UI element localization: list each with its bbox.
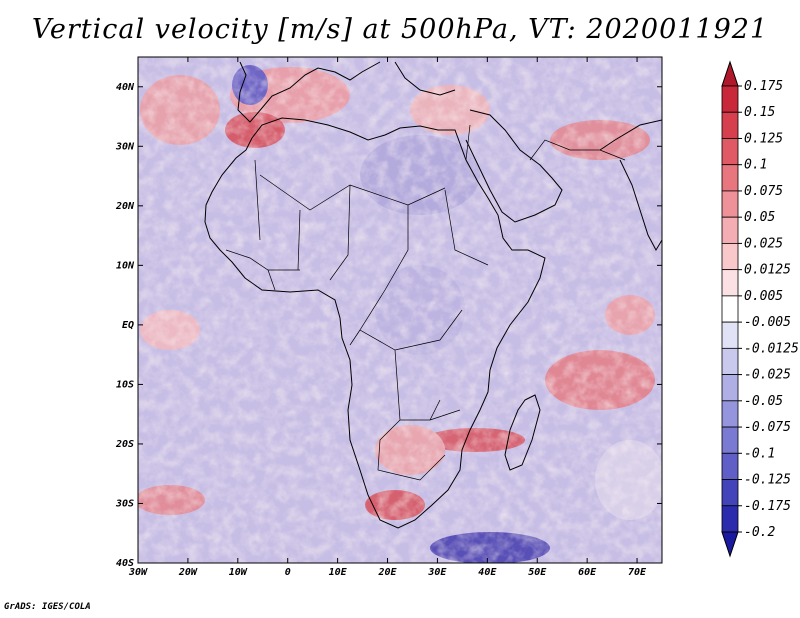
map-frame <box>137 56 663 564</box>
colorbar-swatch <box>721 426 739 454</box>
colorbar-label: 0.1 <box>744 158 767 173</box>
colorbar-label: 0.175 <box>744 79 783 94</box>
africa-coastline <box>204 117 546 529</box>
colorbar-label: -0.05 <box>744 394 783 409</box>
colorbar-label: -0.1 <box>744 446 775 461</box>
lat-label: 10N <box>116 260 135 271</box>
colorbar-label: -0.025 <box>744 368 791 383</box>
velocity-field <box>138 57 662 563</box>
lon-label: 50E <box>528 567 547 578</box>
colorbar: 0.175 0.15 0.125 0.1 0.075 0.05 0.025 0.0125 0.0… <box>721 60 799 558</box>
colorbar-label: 0.05 <box>744 210 775 225</box>
colorbar-swatch <box>721 85 739 113</box>
europe-coastline <box>237 61 456 123</box>
colorbar-swatch <box>721 216 739 244</box>
longitude-axis: 30W 20W 10W 0 10E 20E 30E 40E 50E 60E 70E <box>128 57 647 578</box>
lat-label: 10S <box>116 379 134 390</box>
madagascar <box>504 394 541 471</box>
india-coastline <box>599 119 662 252</box>
colorbar-swatch <box>721 400 739 428</box>
lon-label: 10W <box>229 567 248 578</box>
colorbar-label: 0.025 <box>744 236 783 251</box>
colorbar-label: -0.005 <box>744 315 791 330</box>
lon-label: 60E <box>578 567 597 578</box>
colorbar-swatch <box>721 347 739 375</box>
colorbar-swatch <box>721 295 739 323</box>
lon-label: 20E <box>377 567 397 578</box>
field-tint <box>138 57 662 563</box>
lon-label: 70E <box>628 567 647 578</box>
lon-label: 0 <box>285 567 291 578</box>
colorbar-label: -0.2 <box>744 525 775 540</box>
colorbar-swatch <box>721 190 739 218</box>
colorbar-swatch <box>721 138 739 166</box>
field-texture <box>138 57 662 563</box>
colorbar-swatch <box>721 111 739 139</box>
lat-label: 30N <box>115 141 135 152</box>
country-borders <box>225 124 626 481</box>
colorbar-label: -0.175 <box>744 499 791 514</box>
lat-label: EQ <box>122 320 134 331</box>
lat-label: 30S <box>115 498 134 509</box>
lat-label: 20S <box>115 439 134 450</box>
colorbar-min-arrow <box>721 531 739 558</box>
colorbar-swatch <box>721 164 739 192</box>
lon-label: 30E <box>427 567 447 578</box>
lon-label: 40E <box>478 567 497 578</box>
colorbar-swatch <box>721 243 739 271</box>
colorbar-label: 0.0125 <box>744 263 791 278</box>
lat-label: 40N <box>116 82 135 93</box>
colorbar-swatch <box>721 479 739 507</box>
colorbar-label: 0.075 <box>744 184 783 199</box>
colorbar-label: -0.0125 <box>744 341 799 356</box>
lat-label: 20N <box>115 201 135 212</box>
colorbar-label: 0.005 <box>744 289 783 304</box>
latitude-axis: 40N 30N 20N 10N EQ 10S 20S 30S 40S <box>115 82 662 569</box>
colorbar-label: 0.125 <box>744 131 783 146</box>
lon-label: 30W <box>128 567 148 578</box>
arabia-coastline <box>465 109 563 223</box>
colorbar-label: -0.075 <box>744 420 791 435</box>
lat-label: 40S <box>116 558 134 569</box>
colorbar-swatch <box>721 505 739 533</box>
credit-text: GrADS: IGES/COLA <box>4 602 91 612</box>
colorbar-swatch <box>721 269 739 297</box>
colorbar-swatch <box>721 374 739 402</box>
lon-label: 10E <box>329 567 348 578</box>
chart-title: Vertical velocity [m/s] at 500hPa, VT: 2… <box>31 14 769 45</box>
colorbar-swatch <box>721 321 739 349</box>
colorbar-label: 0.15 <box>744 105 775 120</box>
lon-label: 20W <box>178 567 198 578</box>
colorbar-swatch <box>721 452 739 480</box>
colorbar-label: -0.125 <box>744 473 791 488</box>
colorbar-max-arrow <box>721 60 739 87</box>
